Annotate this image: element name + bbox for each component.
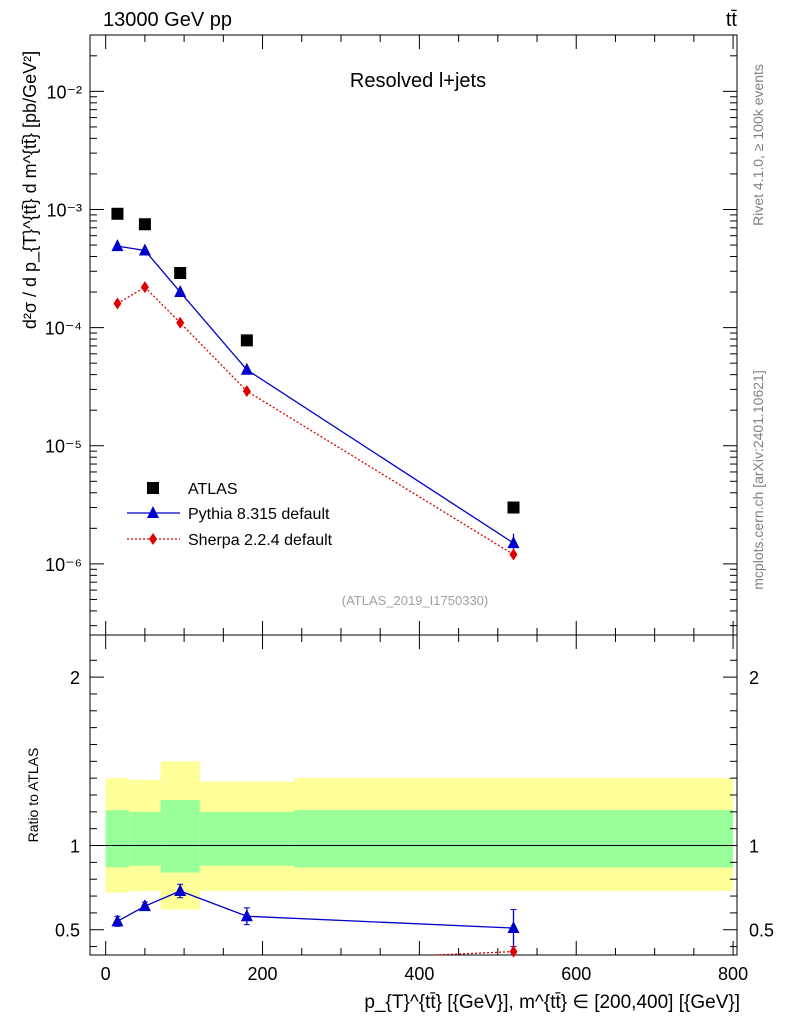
inner-band-2	[160, 800, 200, 873]
atlas-point-0	[111, 207, 124, 220]
main-y-tick-label-2: 10⁻⁴	[45, 319, 82, 339]
pythia-point-3	[240, 362, 253, 375]
legend-pythia-marker	[147, 506, 159, 518]
legend-pythia-label: Pythia 8.315 default	[188, 506, 330, 523]
atlas-point-4	[507, 501, 520, 514]
x-axis-label: p_{T}^{tt̄} [{GeV}], m^{tt̄} ∈ [200,400]…	[364, 992, 740, 1013]
legend: ATLAS Pythia 8.315 default Sherpa 2.2.4 de…	[127, 481, 333, 549]
ratio-y-tick-label-right-0: 0.5	[749, 921, 774, 941]
legend-atlas-marker	[147, 482, 159, 494]
inner-band-3	[199, 811, 294, 866]
pythia-ratio-point-0	[111, 914, 124, 927]
pythia-point-1	[138, 243, 151, 256]
ratio-y-tick-label-1: 1	[70, 837, 80, 857]
sherpa-ratio-line	[435, 950, 514, 956]
panel-title: Resolved l+jets	[350, 70, 486, 92]
sherpa-point-0	[113, 297, 122, 310]
ratio-y-tick-label-right-1: 1	[749, 837, 759, 857]
sherpa-point-3	[242, 385, 251, 398]
x-tick-label-0: 0	[101, 964, 111, 984]
energy-label: 13000 GeV pp	[103, 9, 232, 31]
ratio-y-tick-label-right-2: 2	[749, 668, 759, 688]
axis-ticks: 0 200 400 600 800 10⁻⁶ 10⁻⁵ 10⁻⁴ 10⁻³ 10⁻² 0.5 0.5 1…	[45, 34, 774, 984]
inner-band-0	[105, 810, 130, 868]
pythia-ratio-point-2	[174, 884, 187, 896]
sherpa-line	[117, 286, 514, 556]
ratio-y-axis-label: Ratio to ATLAS	[25, 748, 41, 843]
ratio-y-tick-label-2: 2	[70, 668, 80, 688]
x-tick-label-1: 200	[248, 964, 278, 984]
pythia-line	[117, 245, 514, 544]
ratio-uncertainty-bands	[105, 761, 734, 910]
main-y-tick-label-0: 10⁻⁶	[45, 555, 82, 575]
main-y-tick-label-1: 10⁻⁵	[45, 437, 82, 457]
inner-band-1	[129, 811, 161, 866]
atlas-point-2	[174, 266, 187, 279]
main-y-axis-label: d²σ / d p_{T}^{tt̄} d m^{tt̄} [pb/GeV²]	[20, 51, 41, 329]
pythia-point-4	[507, 536, 520, 549]
atlas-point-3	[240, 334, 253, 347]
process-label: tt̄	[726, 9, 738, 31]
sherpa-point-1	[140, 281, 149, 294]
mcplots-label: mcplots.cern.ch [arXiv:2401.10621]	[750, 370, 766, 589]
atlas-point-1	[138, 218, 151, 231]
pythia-point-0	[111, 239, 124, 252]
x-tick-label-3: 600	[561, 964, 591, 984]
analysis-id: (ATLAS_2019_I1750330)	[342, 593, 488, 608]
ratio-y-tick-label-0: 0.5	[55, 921, 80, 941]
pythia-ratio-point-4	[507, 921, 520, 934]
pythia-point-2	[174, 285, 187, 298]
sherpa-point-4	[509, 548, 518, 561]
ratio-panel-series	[111, 883, 520, 958]
pythia-ratio-point-3	[240, 909, 253, 922]
rivet-version-label: Rivet 4.1.0, ≥ 100k events	[750, 64, 766, 226]
x-tick-label-2: 400	[404, 964, 434, 984]
sherpa-ratio-point	[509, 945, 518, 958]
legend-atlas-label: ATLAS	[188, 481, 238, 498]
legend-sherpa-label: Sherpa 2.2.4 default	[188, 532, 333, 549]
main-y-tick-label-4: 10⁻²	[46, 82, 82, 102]
pythia-ratio-point-1	[138, 899, 151, 912]
inner-band-4	[293, 810, 734, 868]
x-tick-label-4: 800	[718, 964, 748, 984]
main-y-tick-label-3: 10⁻³	[46, 200, 82, 220]
sherpa-point-2	[176, 316, 185, 329]
legend-sherpa-marker	[149, 533, 157, 545]
main-panel-series	[111, 207, 520, 561]
